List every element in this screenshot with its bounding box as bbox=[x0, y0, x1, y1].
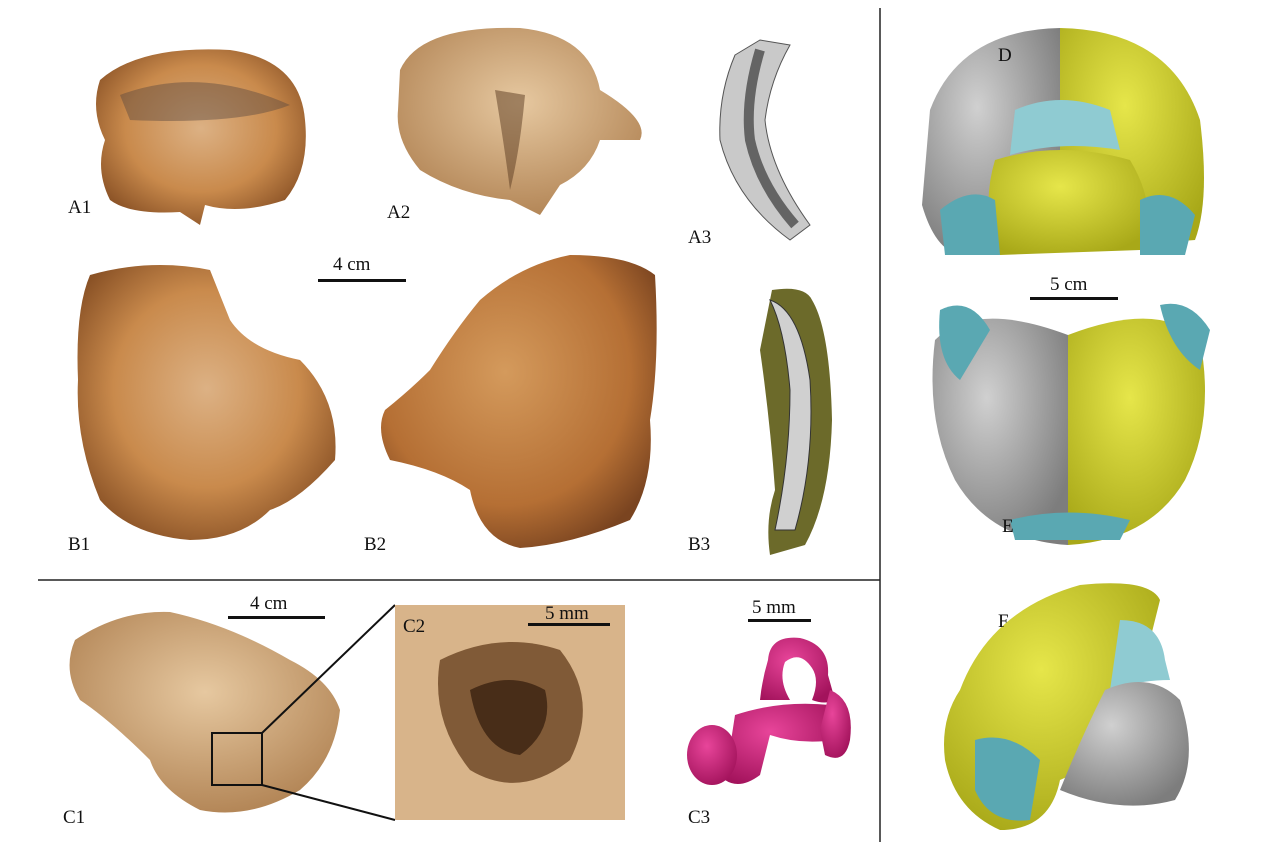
panel-label-c3: C3 bbox=[688, 807, 711, 828]
fossil-b1 bbox=[77, 265, 336, 540]
panel-label-f: F bbox=[998, 611, 1009, 632]
skull-f bbox=[944, 583, 1189, 830]
inset-box bbox=[211, 732, 263, 786]
panel-label-d: D bbox=[998, 45, 1012, 66]
fossil-a1 bbox=[96, 49, 306, 225]
panel-label-b3: B3 bbox=[688, 534, 711, 555]
panel-label-a3: A3 bbox=[688, 227, 712, 248]
fossil-c1 bbox=[69, 611, 340, 813]
skull-e bbox=[932, 303, 1210, 545]
scale-bar-c2 bbox=[528, 623, 610, 626]
scale-bar-de bbox=[1030, 297, 1118, 300]
scale-bar-ab bbox=[318, 279, 406, 282]
scale-bar-label-c3: 5 mm bbox=[752, 597, 796, 618]
scale-bar-label-c1: 4 cm bbox=[250, 593, 288, 614]
panel-label-c1: C1 bbox=[63, 807, 86, 828]
panel-label-a2: A2 bbox=[387, 202, 411, 223]
scale-bar-label-ab: 4 cm bbox=[333, 254, 371, 275]
panel-label-e: E bbox=[1002, 516, 1014, 537]
panel-label-b1: B1 bbox=[68, 534, 91, 555]
scale-bar-c1 bbox=[228, 616, 325, 619]
scale-bar-label-c2: 5 mm bbox=[545, 603, 589, 624]
panel-label-a1: A1 bbox=[68, 197, 92, 218]
scale-bar-label-de: 5 cm bbox=[1050, 274, 1088, 295]
skull-d bbox=[922, 28, 1204, 255]
scale-bar-c3 bbox=[748, 619, 811, 622]
panel-label-b2: B2 bbox=[364, 534, 387, 555]
panel-label-c2: C2 bbox=[403, 616, 426, 637]
ct-section-a3 bbox=[719, 39, 811, 241]
labyrinth-c3 bbox=[687, 637, 851, 785]
fossil-b2 bbox=[381, 255, 657, 548]
